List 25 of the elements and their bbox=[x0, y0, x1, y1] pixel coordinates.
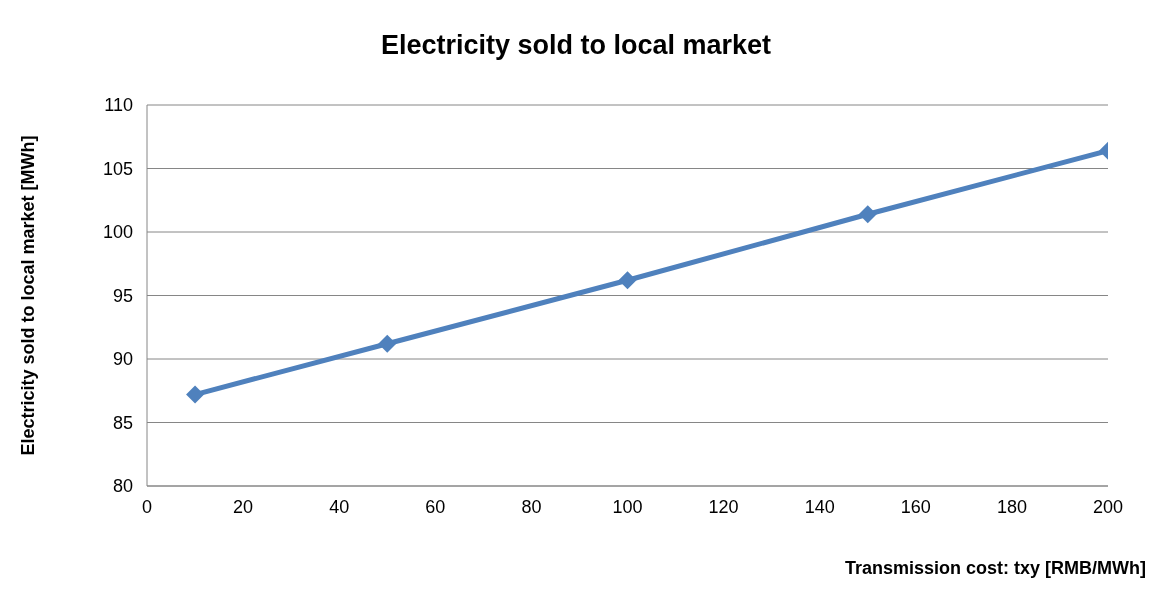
x-tick-label: 160 bbox=[900, 496, 931, 517]
point bbox=[186, 385, 205, 404]
chart-title: Electricity sold to local market bbox=[379, 30, 773, 61]
y-tick-label: 110 bbox=[104, 95, 133, 116]
x-tick-label: 0 bbox=[141, 496, 153, 517]
x-tick-label: 100 bbox=[612, 496, 643, 517]
x-tick-label: 180 bbox=[996, 496, 1027, 517]
y-tick-label: 90 bbox=[112, 349, 133, 370]
x-tick-label: 20 bbox=[233, 496, 254, 517]
y-tick-label: 100 bbox=[102, 222, 133, 243]
y-tick-label: 85 bbox=[112, 412, 133, 433]
x-axis-title: Transmission cost: txy [RMB/MWh] bbox=[844, 558, 1146, 579]
point bbox=[378, 334, 397, 353]
y-tick-label: 95 bbox=[112, 285, 133, 306]
y-tick-label: 105 bbox=[102, 158, 133, 179]
y-tick-label: 80 bbox=[112, 476, 133, 497]
x-tick-label: 140 bbox=[804, 496, 835, 517]
x-tick-label: 120 bbox=[708, 496, 739, 517]
x-tick-label: 200 bbox=[1092, 496, 1124, 517]
x-tick-label: 40 bbox=[329, 496, 350, 517]
point bbox=[858, 205, 877, 224]
x-tick-label: 80 bbox=[521, 496, 542, 517]
y-axis-title: Electricity sold to local market [MWh] bbox=[18, 135, 39, 456]
x-tick-label: 60 bbox=[425, 496, 446, 517]
point bbox=[618, 271, 637, 290]
